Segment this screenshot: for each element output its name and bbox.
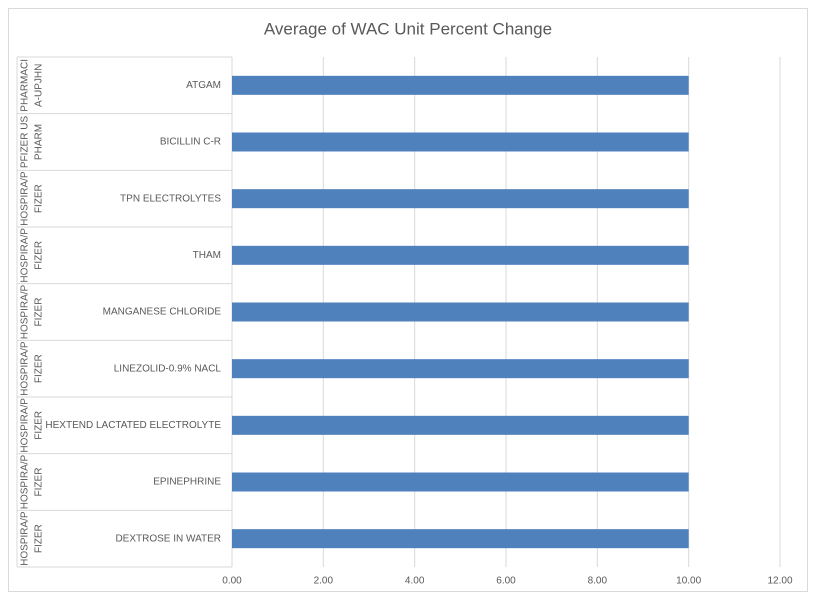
x-tick-label: 0.00 xyxy=(222,576,242,587)
bar xyxy=(232,359,689,379)
group-label: PHARM xyxy=(34,124,45,160)
group-label: HOSPIRA/P xyxy=(20,284,31,339)
x-tick-label: 12.00 xyxy=(767,576,792,587)
group-label: HOSPIRA/P xyxy=(20,454,31,509)
group-label: PHARMACI xyxy=(20,59,31,112)
group-label: FIZER xyxy=(34,184,45,213)
group-label: FIZER xyxy=(34,411,45,440)
group-label: PFIZER US xyxy=(20,116,31,169)
y-tick-label: BICILLIN C-R xyxy=(160,137,221,148)
bar xyxy=(232,529,689,549)
bar xyxy=(232,415,689,435)
group-label: FIZER xyxy=(34,241,45,270)
y-tick-label: MANGANESE CHLORIDE xyxy=(103,307,222,318)
bar xyxy=(232,132,689,152)
y-tick-label: TPN ELECTROLYTES xyxy=(120,193,221,204)
y-tick-label: ATGAM xyxy=(186,80,221,91)
chart-title: Average of WAC Unit Percent Change xyxy=(264,19,552,38)
group-label: HOSPIRA/P xyxy=(20,171,31,226)
chart-border xyxy=(8,8,808,592)
bar xyxy=(232,75,689,95)
y-tick-label: EPINEPHRINE xyxy=(153,477,221,488)
x-tick-label: 6.00 xyxy=(496,576,516,587)
y-tick-label: LINEZOLID-0.9% NACL xyxy=(114,363,222,374)
x-tick-label: 4.00 xyxy=(405,576,425,587)
x-tick-label: 8.00 xyxy=(588,576,608,587)
y-tick-label: HEXTEND LACTATED ELECTROLYTE xyxy=(45,420,221,431)
bar xyxy=(232,472,689,492)
group-label: HOSPIRA/P xyxy=(20,228,31,283)
group-label: FIZER xyxy=(34,298,45,327)
group-label: HOSPIRA/P xyxy=(20,511,31,566)
group-label: FIZER xyxy=(34,354,45,383)
bar xyxy=(232,245,689,265)
y-tick-label: DEXTROSE IN WATER xyxy=(115,533,221,544)
group-label: HOSPIRA/P xyxy=(20,398,31,453)
group-label: FIZER xyxy=(34,524,45,553)
bar xyxy=(232,189,689,209)
group-label: HOSPIRA/P xyxy=(20,341,31,396)
group-label: A-UPJHN xyxy=(34,64,45,107)
bar xyxy=(232,302,689,322)
x-tick-label: 2.00 xyxy=(314,576,334,587)
y-tick-label: THAM xyxy=(193,250,221,261)
x-tick-label: 10.00 xyxy=(676,576,701,587)
group-label: FIZER xyxy=(34,468,45,497)
